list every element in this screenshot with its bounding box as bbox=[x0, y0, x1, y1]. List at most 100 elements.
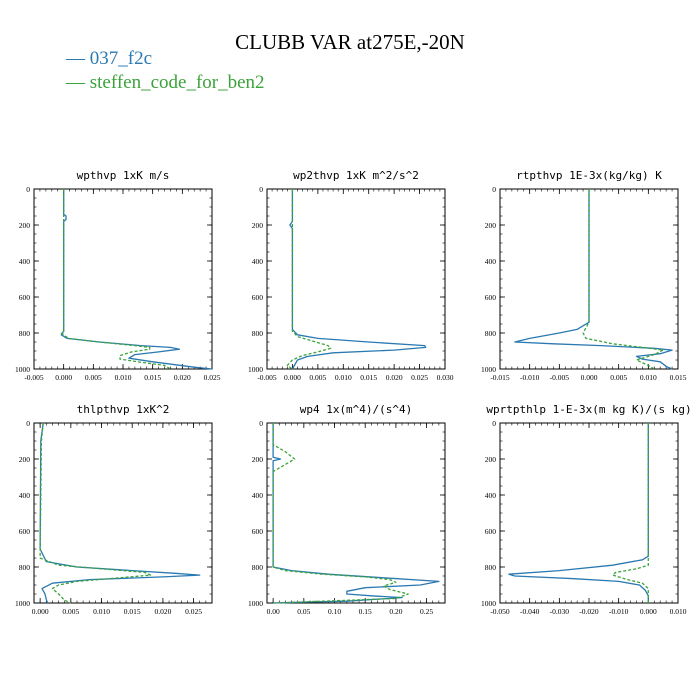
chart-panel-4: thlpthvp 1xK^2 0.000 0.005 0.010 0.015 0.020 0… bbox=[15, 403, 213, 616]
x-tick-label: 0.015 bbox=[144, 373, 161, 382]
series-line-steffen-code-for-ben2 bbox=[612, 423, 649, 603]
y-tick-label: 200 bbox=[485, 455, 497, 464]
y-tick-label: 1000 bbox=[248, 365, 263, 374]
series-line-steffen-code-for-ben2 bbox=[60, 189, 171, 370]
x-tick-label: 0.020 bbox=[174, 373, 191, 382]
x-tick-label: 0.015 bbox=[360, 373, 377, 382]
series-line-037-f2c bbox=[39, 422, 201, 604]
x-tick-label: -0.010 bbox=[520, 373, 540, 382]
y-tick-label: 200 bbox=[252, 455, 264, 464]
y-tick-label: 800 bbox=[252, 329, 264, 338]
chart-panel-1: wpthvp 1xK m/s -0.005 0.000 0.005 0.010 0.015… bbox=[15, 169, 221, 382]
x-tick-label: 0.005 bbox=[610, 373, 627, 382]
x-tick-label: 0.25 bbox=[420, 607, 433, 616]
y-tick-label: 1000 bbox=[15, 599, 30, 608]
x-tick-label: -0.005 bbox=[257, 373, 277, 382]
x-tick-label: -0.015 bbox=[490, 373, 510, 382]
panel-title: wprtpthlp 1-E-3x(m kg K)/(s kg) bbox=[486, 403, 691, 416]
x-tick-label: 0.010 bbox=[670, 607, 687, 616]
x-tick-label: 0.000 bbox=[581, 373, 598, 382]
y-tick-label: 400 bbox=[252, 491, 264, 500]
x-tick-label: -0.005 bbox=[24, 373, 44, 382]
y-tick-label: 800 bbox=[19, 563, 31, 572]
y-tick-label: 200 bbox=[252, 221, 264, 230]
panel-title: wp2thvp 1xK m^2/s^2 bbox=[293, 169, 419, 182]
y-tick-label: 400 bbox=[485, 491, 497, 500]
y-tick-label: 200 bbox=[19, 455, 31, 464]
x-tick-label: 0.10 bbox=[328, 607, 341, 616]
y-tick-label: 200 bbox=[485, 221, 497, 230]
x-tick-label: 0.015 bbox=[670, 373, 687, 382]
legend-entry-1: — 037_f2c bbox=[66, 48, 152, 70]
y-tick-label: 600 bbox=[485, 293, 497, 302]
x-tick-label: 0.010 bbox=[640, 373, 657, 382]
y-tick-label: 800 bbox=[252, 563, 264, 572]
y-tick-label: 600 bbox=[252, 527, 264, 536]
x-tick-label: -0.040 bbox=[520, 607, 540, 616]
x-tick-label: 0.025 bbox=[411, 373, 428, 382]
x-tick-label: 0.000 bbox=[640, 607, 657, 616]
x-tick-label: 0.005 bbox=[85, 373, 102, 382]
y-tick-label: 400 bbox=[19, 491, 31, 500]
x-tick-label: 0.015 bbox=[124, 607, 141, 616]
series-line-037-f2c bbox=[508, 423, 649, 603]
y-tick-label: 400 bbox=[252, 257, 264, 266]
x-tick-label: 0.20 bbox=[389, 607, 402, 616]
x-tick-label: 0.030 bbox=[437, 373, 454, 382]
y-tick-label: 1000 bbox=[481, 599, 496, 608]
series-line-steffen-code-for-ben2 bbox=[582, 189, 664, 370]
y-tick-label: 600 bbox=[485, 527, 497, 536]
x-tick-label: -0.050 bbox=[490, 607, 510, 616]
y-tick-label: 600 bbox=[19, 293, 31, 302]
panel-title: rtpthvp 1E-3x(kg/kg) K bbox=[516, 169, 662, 182]
x-tick-label: 0.020 bbox=[154, 607, 171, 616]
x-tick-label: 0.010 bbox=[93, 607, 110, 616]
series-line-steffen-code-for-ben2 bbox=[39, 422, 152, 604]
y-tick-label: 1000 bbox=[15, 365, 30, 374]
x-tick-label: 0.005 bbox=[309, 373, 326, 382]
chart-panel-6: wprtpthlp 1-E-3x(m kg K)/(s kg) -0.050 -0.… bbox=[481, 403, 692, 616]
x-tick-label: -0.010 bbox=[609, 607, 629, 616]
y-tick-label: 0 bbox=[26, 419, 30, 428]
y-tick-label: 1000 bbox=[481, 365, 496, 374]
x-tick-label: 0.025 bbox=[185, 607, 202, 616]
series-line-steffen-code-for-ben2 bbox=[272, 423, 409, 604]
page-title: CLUBB VAR at275E,-20N bbox=[235, 30, 465, 54]
y-tick-label: 600 bbox=[252, 293, 264, 302]
x-tick-label: 0.000 bbox=[284, 373, 301, 382]
series-line-steffen-code-for-ben2 bbox=[286, 189, 332, 370]
x-tick-label: 0.00 bbox=[267, 607, 280, 616]
series-line-037-f2c bbox=[289, 189, 427, 370]
x-tick-label: 0.025 bbox=[204, 373, 221, 382]
chart-panel-3: rtpthvp 1E-3x(kg/kg) K -0.015 -0.010 -0.005… bbox=[481, 169, 687, 382]
x-tick-label: -0.005 bbox=[550, 373, 570, 382]
y-tick-label: 0 bbox=[492, 185, 496, 194]
y-tick-label: 400 bbox=[485, 257, 497, 266]
y-tick-label: 0 bbox=[492, 419, 496, 428]
chart-panel-2: wp2thvp 1xK m^2/s^2 -0.005 0.000 0.005 0.010… bbox=[248, 169, 454, 382]
legend-line-2: — bbox=[66, 72, 85, 93]
panel-title: wp4 1x(m^4)/(s^4) bbox=[300, 403, 413, 416]
x-tick-label: 0.010 bbox=[115, 373, 132, 382]
y-tick-label: 800 bbox=[19, 329, 31, 338]
y-tick-label: 200 bbox=[19, 221, 31, 230]
chart-panel-5: wp4 1x(m^4)/(s^4) 0.00 0.05 0.10 0.15 0.20 0.2… bbox=[248, 403, 446, 616]
series-line-037-f2c bbox=[514, 189, 673, 370]
legend-label-2: steffen_code_for_ben2 bbox=[89, 72, 265, 93]
y-tick-label: 600 bbox=[19, 527, 31, 536]
y-tick-label: 400 bbox=[19, 257, 31, 266]
legend-line-1: — bbox=[66, 48, 85, 69]
y-tick-label: 1000 bbox=[248, 599, 263, 608]
y-tick-label: 0 bbox=[259, 419, 263, 428]
y-tick-label: 800 bbox=[485, 329, 497, 338]
series-line-037-f2c bbox=[60, 189, 213, 370]
legend-label-1: 037_f2c bbox=[89, 48, 153, 69]
panel-title: wpthvp 1xK m/s bbox=[77, 169, 170, 182]
y-tick-label: 800 bbox=[485, 563, 497, 572]
x-tick-label: -0.030 bbox=[550, 607, 570, 616]
plot-frame bbox=[33, 188, 213, 370]
plot-frame bbox=[266, 188, 446, 370]
legend-entry-2: — steffen_code_for_ben2 bbox=[66, 72, 265, 94]
x-tick-label: 0.05 bbox=[297, 607, 310, 616]
